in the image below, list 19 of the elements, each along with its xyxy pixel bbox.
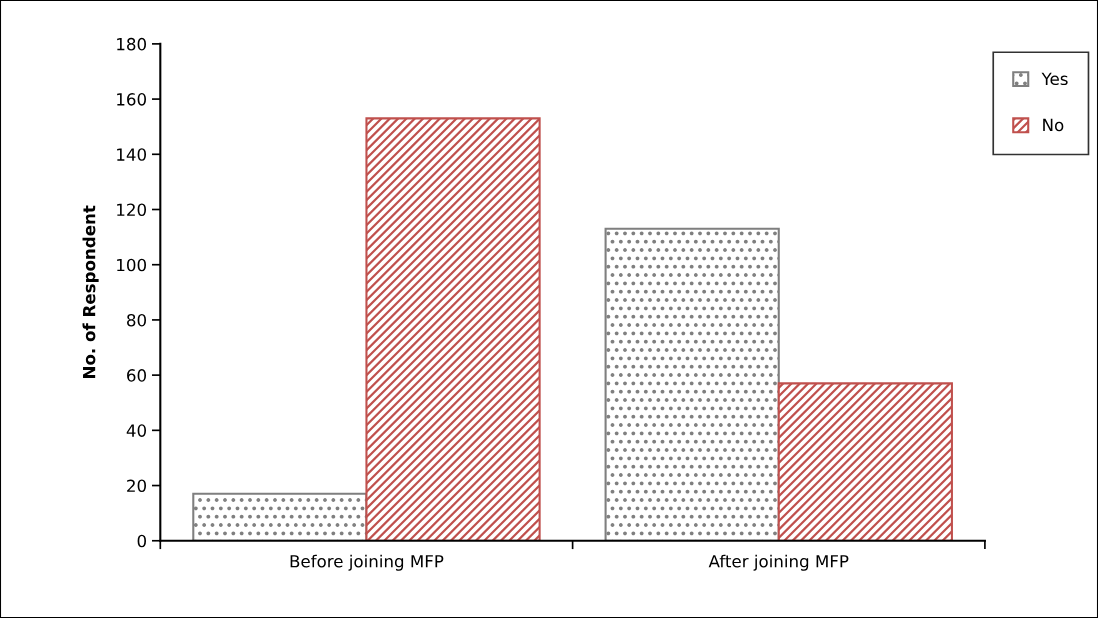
y-tick-label: 20 <box>127 479 147 493</box>
y-tick-label: 100 <box>117 258 147 272</box>
y-tick-label: 120 <box>117 203 147 217</box>
x-tick-label: After joining MFP <box>708 554 849 571</box>
x-tick-label: Before joining MFP <box>290 554 444 571</box>
bar <box>192 492 368 541</box>
y-tick-label: 60 <box>127 369 147 382</box>
y-tick-label: 0 <box>137 534 147 548</box>
y-tick-label: 80 <box>127 313 147 327</box>
y-tick-label: 180 <box>117 37 147 51</box>
y-axis-title: No. of Respondent <box>82 205 99 378</box>
y-tick-label: 160 <box>117 93 147 106</box>
y-tick-label: 140 <box>117 148 147 161</box>
bar <box>604 227 780 541</box>
legend-label: No <box>1043 118 1064 132</box>
y-tick-label: 40 <box>126 424 147 437</box>
bar <box>365 117 541 541</box>
bar <box>777 382 953 541</box>
legend-label: Yes <box>1041 72 1068 86</box>
